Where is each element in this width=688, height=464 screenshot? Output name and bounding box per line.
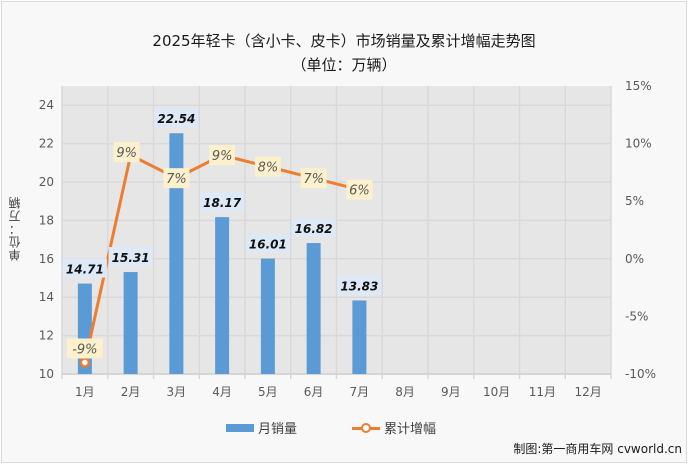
x-axis-tick: 10月 <box>483 385 510 399</box>
bar-monthly-sales[interactable] <box>169 133 184 374</box>
svg-text:8%: 8% <box>258 161 279 176</box>
left-axis-tick: 10 <box>39 367 54 381</box>
svg-text:-9%: -9% <box>72 342 97 357</box>
bar-data-label: 18.17 <box>200 192 245 212</box>
x-axis-tick: 3月 <box>167 385 187 399</box>
line-data-label: 7% <box>163 168 190 189</box>
credit-text: 制图:第一商用车网 cvworld.cn <box>513 442 682 456</box>
bar-monthly-sales[interactable] <box>260 258 275 374</box>
right-axis-tick: -5% <box>625 309 648 323</box>
x-axis-tick: 6月 <box>304 385 324 399</box>
bar-monthly-sales[interactable] <box>123 272 138 374</box>
right-axis-tick: 15% <box>625 79 652 93</box>
bar-data-label: 15.31 <box>108 247 153 267</box>
legend-label: 月销量 <box>258 422 298 437</box>
legend-line-marker-icon <box>352 422 380 433</box>
right-axis-tick: -10% <box>625 367 656 381</box>
bar-data-label: 14.71 <box>62 258 107 278</box>
svg-text:18.17: 18.17 <box>203 196 242 210</box>
bar-data-label: 22.54 <box>154 108 199 128</box>
x-axis-tick: 7月 <box>350 385 370 399</box>
bar-data-label: 16.01 <box>245 233 290 253</box>
right-axis-tick: 10% <box>625 137 652 151</box>
chart-title: 2025年轻卡（含小卡、皮卡）市场销量及累计增幅走势图 <box>152 32 536 50</box>
svg-text:13.83: 13.83 <box>340 279 378 293</box>
legend-item-cumulative-growth: 累计增幅 <box>352 418 436 437</box>
bar-monthly-sales[interactable] <box>306 243 321 374</box>
x-axis-tick: 2月 <box>121 385 141 399</box>
svg-text:7%: 7% <box>166 172 187 187</box>
x-axis-tick: 9月 <box>441 385 461 399</box>
chart-subtitle: （单位：万辆） <box>291 56 397 74</box>
svg-text:16.82: 16.82 <box>295 222 333 236</box>
svg-text:16.01: 16.01 <box>249 238 287 252</box>
line-data-label: -9% <box>66 338 103 359</box>
legend-label: 累计增幅 <box>384 422 437 437</box>
bar-data-label: 13.83 <box>337 275 382 295</box>
legend-item-monthly-sales: 月销量 <box>226 418 297 437</box>
x-axis-tick: 1月 <box>75 385 95 399</box>
left-axis-tick: 22 <box>39 137 54 151</box>
right-axis-tick: 0% <box>625 252 644 266</box>
svg-text:9%: 9% <box>116 146 137 161</box>
x-axis-tick: 4月 <box>212 385 232 399</box>
line-data-label: 9% <box>113 142 140 163</box>
legend-bar-swatch-icon <box>226 423 254 432</box>
line-data-label: 9% <box>209 145 236 166</box>
legend: 月销量 累计增幅 <box>0 418 688 438</box>
bar-data-label: 16.82 <box>291 218 336 238</box>
left-axis-tick: 20 <box>39 175 54 189</box>
svg-text:9%: 9% <box>212 149 233 164</box>
left-axis-tick: 24 <box>39 98 54 112</box>
line-marker-icon <box>79 357 91 368</box>
bar-monthly-sales[interactable] <box>215 217 230 374</box>
x-axis-tick: 11月 <box>529 385 556 399</box>
x-axis-tick: 8月 <box>395 385 415 399</box>
right-axis-tick: 5% <box>625 194 644 208</box>
line-data-label: 7% <box>300 168 327 189</box>
svg-text:22.54: 22.54 <box>157 112 195 126</box>
line-data-label: 8% <box>254 156 281 177</box>
x-axis-tick: 5月 <box>258 385 278 399</box>
left-axis-tick: 16 <box>39 252 54 266</box>
svg-text:6%: 6% <box>349 184 370 199</box>
svg-text:14.71: 14.71 <box>66 263 104 277</box>
left-axis-tick: 12 <box>39 329 54 343</box>
left-axis-tick: 14 <box>39 290 54 304</box>
bar-monthly-sales[interactable] <box>352 300 367 374</box>
svg-text:15.31: 15.31 <box>112 251 150 265</box>
x-axis-tick: 12月 <box>574 385 601 399</box>
svg-text:7%: 7% <box>303 172 324 187</box>
left-axis-tick: 18 <box>39 213 54 227</box>
line-data-label: 6% <box>346 179 373 200</box>
